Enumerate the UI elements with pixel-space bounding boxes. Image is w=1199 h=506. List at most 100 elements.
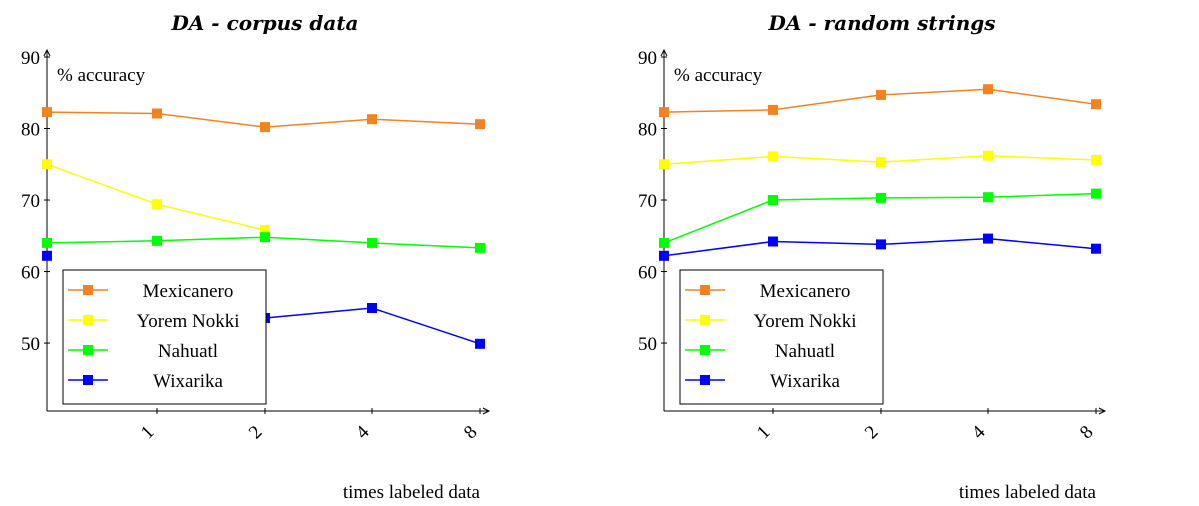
data-point <box>659 107 669 118</box>
y-tick-label: 60 <box>21 263 40 284</box>
y-tick-label: 70 <box>21 191 40 212</box>
series-line <box>46 163 266 231</box>
y-axis-arrow <box>43 48 51 57</box>
data-point <box>42 237 52 248</box>
series-yorem-nokki <box>42 159 270 236</box>
y-axis-arrow <box>660 48 668 57</box>
legend: Mexicanero Yorem Nokki Nahuatl Wixarika <box>679 269 884 405</box>
y-tick-label: 60 <box>638 263 657 284</box>
legend-entry: Yorem Nokki <box>68 311 240 332</box>
x-tick-label: 1 <box>753 422 775 444</box>
legend-label: Nahuatl <box>158 341 218 362</box>
legend-label: Mexicanero <box>143 281 234 302</box>
data-point <box>659 250 669 261</box>
legend-entry: Nahuatl <box>68 341 218 362</box>
x-axis-arrow <box>482 407 491 415</box>
data-point <box>768 151 778 162</box>
data-point <box>1091 243 1101 254</box>
series-wixarika <box>659 233 1101 261</box>
legend-marker <box>83 345 93 355</box>
data-point <box>367 303 377 313</box>
legend-marker <box>83 315 93 325</box>
data-point <box>768 195 778 205</box>
legend-marker <box>83 285 93 295</box>
legend-marker <box>83 375 93 385</box>
legend-label: Wixarika <box>770 371 840 392</box>
x-tick-label: 1 <box>137 422 159 444</box>
data-point <box>768 104 778 115</box>
data-point <box>983 233 993 244</box>
data-point <box>152 235 162 246</box>
x-tick-label: 8 <box>1076 422 1098 444</box>
y-tick-label: 90 <box>21 48 40 69</box>
y-tick-label: 80 <box>638 120 657 141</box>
legend: Mexicanero Yorem Nokki Nahuatl Wixarika <box>62 269 267 405</box>
x-tick-label: 4 <box>352 421 374 443</box>
series-nahuatl <box>659 188 1101 248</box>
data-point <box>152 199 162 210</box>
chart-2: DA - random strings 50 60 70 80 90 % accuracy 1… <box>638 11 1107 503</box>
legend-entry: Wixarika <box>68 371 224 392</box>
legend-label: Nahuatl <box>775 341 835 362</box>
legend-marker <box>700 285 710 295</box>
data-point <box>983 192 993 203</box>
data-point <box>152 108 162 119</box>
data-point <box>876 239 886 250</box>
data-point <box>876 89 886 100</box>
data-point <box>659 237 669 248</box>
series-mexicanero <box>42 107 485 133</box>
y-axis-label: % accuracy <box>57 65 146 86</box>
legend-entry: Wixarika <box>685 371 841 392</box>
data-point <box>983 150 993 161</box>
series-line <box>264 307 481 345</box>
data-point <box>367 114 377 125</box>
y-tick-label: 50 <box>21 334 40 355</box>
x-axis-arrow <box>1098 407 1107 415</box>
data-point <box>1091 155 1101 165</box>
legend-label: Yorem Nokki <box>753 311 856 332</box>
data-point <box>260 122 270 133</box>
data-point <box>475 119 485 130</box>
data-point <box>876 192 886 203</box>
x-tick-label: 4 <box>968 421 990 443</box>
x-axis-label: times labeled data <box>959 482 1097 503</box>
legend-label: Mexicanero <box>760 281 851 302</box>
y-tick-label: 80 <box>21 120 40 141</box>
data-point <box>260 232 270 243</box>
x-tick-label: 2 <box>861 422 883 444</box>
data-point <box>768 236 778 247</box>
data-point <box>475 242 485 253</box>
data-point <box>876 157 886 168</box>
legend-marker <box>700 345 710 355</box>
series-nahuatl <box>42 232 485 253</box>
y-axis-label: % accuracy <box>674 65 763 86</box>
data-point <box>42 107 52 118</box>
legend-entry: Yorem Nokki <box>685 311 857 332</box>
legend-box <box>62 269 267 405</box>
chart-title: DA - corpus data <box>170 11 358 35</box>
data-point <box>42 250 52 261</box>
series-yorem-nokki <box>659 150 1101 170</box>
data-point <box>367 237 377 248</box>
y-tick-label: 90 <box>638 48 657 69</box>
chart-1: DA - corpus data 50 60 70 80 90 % accuracy 1 2 4 8… <box>21 11 491 503</box>
y-tick-label: 70 <box>638 191 657 212</box>
data-point <box>475 338 485 349</box>
series-mexicanero <box>659 84 1101 118</box>
y-tick-label: 50 <box>638 334 657 355</box>
data-point <box>42 159 52 170</box>
x-tick-label: 8 <box>460 422 482 444</box>
legend-marker <box>700 375 710 385</box>
chart-title: DA - random strings <box>768 11 996 35</box>
x-tick-label: 2 <box>245 422 267 444</box>
legend-box <box>679 269 884 405</box>
data-point <box>983 84 993 95</box>
data-point <box>1091 188 1101 199</box>
data-point <box>659 159 669 170</box>
legend-entry: Mexicanero <box>685 281 850 302</box>
legend-label: Wixarika <box>153 371 223 392</box>
legend-entry: Nahuatl <box>685 341 835 362</box>
data-point <box>1091 99 1101 110</box>
legend-marker <box>700 315 710 325</box>
